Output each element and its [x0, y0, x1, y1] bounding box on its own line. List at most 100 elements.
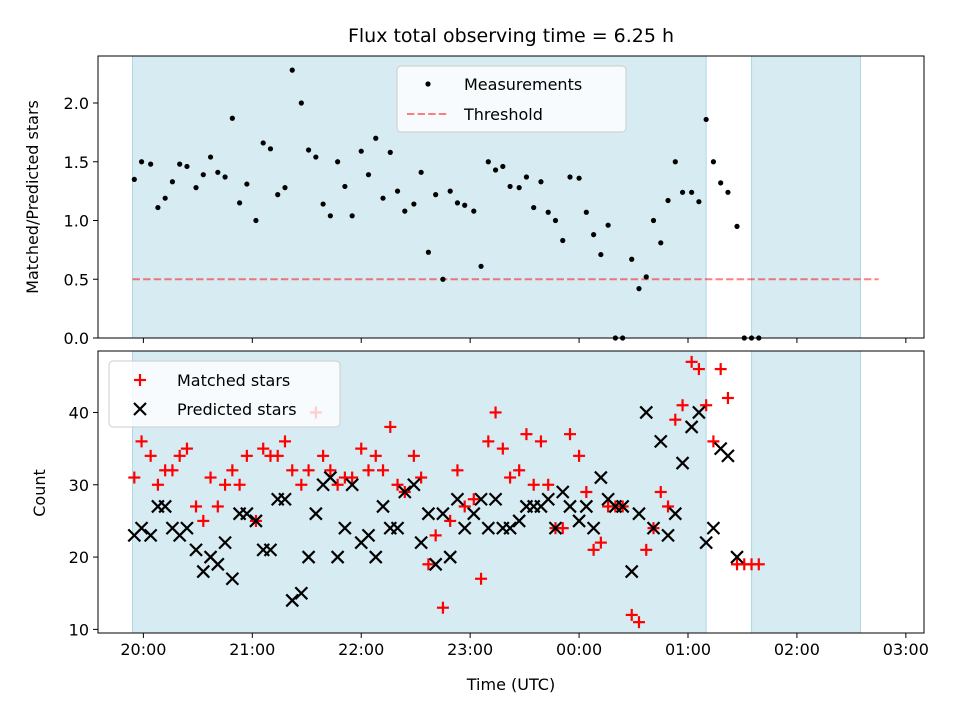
y-tick-label: 30: [69, 476, 89, 495]
predicted-star-point: [225, 571, 240, 586]
measurement-point: [267, 146, 274, 152]
matched-star-point: [197, 514, 210, 527]
predicted-star-point: [503, 521, 517, 535]
matched-star-point: [504, 471, 517, 484]
measurement-point: [545, 209, 551, 215]
measurement-point: [335, 159, 341, 165]
y-tick-label: 40: [69, 403, 89, 422]
ratio-y-axis-label: Matched/Predicted stars: [23, 100, 42, 294]
measurement-point: [244, 181, 250, 187]
matched-star-point: [128, 471, 141, 484]
chart-title: Flux total observing time = 6.25 h: [348, 25, 674, 47]
ratio-plot-frame: [97, 55, 925, 339]
predicted-star-point: [555, 485, 570, 499]
x-tick-label: 20:00: [120, 640, 166, 659]
predicted-star-point: [398, 485, 412, 499]
predicted-star-point: [450, 492, 465, 507]
x-tick-label: 21:00: [229, 640, 275, 659]
measurement-point: [725, 189, 731, 195]
measurement-point: [665, 197, 671, 204]
matched-star-point: [714, 363, 727, 376]
matched-star-point: [542, 478, 555, 491]
predicted-star-point: [376, 499, 390, 514]
measurement-point: [184, 163, 190, 170]
predicted-star-point: [421, 506, 436, 521]
x-axis-label: Time (UTC): [466, 675, 555, 694]
measurement-point: [155, 204, 161, 211]
matched-star-point: [482, 435, 495, 448]
predicted-star-point: [661, 528, 675, 543]
top-x-ticks: [142, 338, 907, 343]
matched-star-point: [580, 486, 593, 498]
predicted-star-point: [457, 521, 472, 535]
measurement-point: [492, 167, 499, 173]
predicted-star-point: [428, 557, 443, 572]
legend-matched-label: Matched stars: [177, 371, 290, 390]
matched-star-point: [594, 536, 607, 549]
measurement-point: [576, 175, 582, 181]
count-y-axis-label: Count: [30, 469, 49, 517]
measurement-point: [485, 159, 491, 165]
predicted-star-point: [721, 449, 735, 463]
predicted-star-point: [653, 434, 668, 449]
measurement-point: [636, 286, 642, 292]
predicted-star-point: [294, 586, 309, 601]
measurement-point: [598, 251, 604, 258]
measurement-point: [169, 179, 176, 185]
measurement-point: [425, 249, 431, 255]
matched-star-point: [286, 464, 299, 477]
predicted-star-point: [134, 521, 149, 535]
measurement-point: [523, 174, 530, 180]
count-legend: Matched stars Predicted stars: [108, 360, 341, 428]
measurement-point: [538, 179, 544, 185]
predicted-star-point: [218, 535, 232, 550]
legend-threshold-label: Threshold: [463, 105, 543, 124]
predicted-star-point: [730, 550, 744, 564]
matched-star-point: [355, 442, 368, 455]
x-tick-label: 03:00: [883, 640, 929, 659]
matched-star-point: [422, 558, 435, 571]
matched-star-point: [625, 608, 638, 621]
matched-star-point: [219, 478, 232, 491]
matched-star-point: [534, 435, 547, 448]
predicted-star-point: [563, 499, 577, 514]
predicted-star-point: [474, 492, 488, 507]
predicted-star-point: [323, 470, 338, 485]
matched-star-point: [317, 449, 330, 462]
measurement-point: [433, 192, 439, 198]
measurement-point: [162, 195, 168, 201]
measurement-point: [275, 192, 281, 198]
measurement-point: [679, 189, 686, 195]
matched-star-point: [676, 399, 689, 412]
predicted-star-point: [436, 506, 450, 521]
measurement-point: [222, 174, 228, 180]
y-tick-label: 20: [69, 548, 89, 567]
x-tick-label: 02:00: [774, 640, 820, 659]
predicted-star-point: [579, 499, 594, 514]
matched-star-point: [295, 478, 308, 491]
matched-star-point: [444, 514, 457, 527]
matched-star-point: [458, 500, 471, 513]
matched-star-point: [324, 464, 337, 477]
predicted-star-point: [361, 528, 376, 543]
count-plot-frame: [97, 350, 925, 634]
predicted-star-point: [249, 514, 263, 528]
matched-star-point: [692, 363, 705, 376]
matched-star-point: [180, 442, 193, 455]
predicted-star-point: [309, 506, 323, 521]
predicted-star-point: [390, 521, 405, 535]
matched-star-point: [391, 478, 404, 491]
count-panel: 20:00 21:00 22:00 23:00 00:00 01:00 02:00 03:00…: [30, 350, 929, 694]
measurement-point: [703, 116, 709, 123]
legend-predicted-label: Predicted stars: [177, 400, 297, 419]
predicted-star-point: [285, 593, 300, 608]
ratio-legend: Measurements Threshold: [396, 65, 627, 133]
matched-star-point: [573, 449, 586, 462]
measurement-point: [454, 200, 461, 206]
measurement-point: [462, 202, 468, 208]
predicted-star-point: [158, 499, 172, 514]
matched-star-point: [135, 435, 148, 448]
y-tick-label: 2.0: [64, 94, 89, 113]
measurement-point: [516, 185, 522, 191]
predicted-star-point: [632, 506, 646, 521]
